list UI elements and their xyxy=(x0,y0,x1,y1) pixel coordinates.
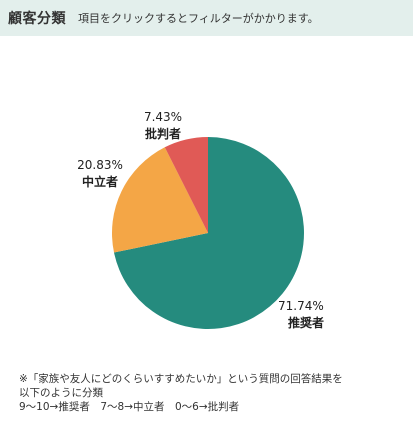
filter-header[interactable]: 顧客分類 項目をクリックするとフィルターがかかります。 xyxy=(0,0,413,36)
pie-labels: 71.74% 推奨者 20.83% 中立者 7.43% 批判者 xyxy=(77,110,324,330)
pie-slice-detractor[interactable] xyxy=(164,137,208,233)
pie-category-label: 推奨者 xyxy=(288,315,324,330)
filter-hint: 項目をクリックするとフィルターがかかります。 xyxy=(78,12,319,25)
pie-value-label: 71.74% xyxy=(278,299,324,313)
footnote-line: 以下のように分類 xyxy=(19,387,103,399)
pie-slice-promoter[interactable] xyxy=(114,137,304,330)
pie-chart: 71.74% 推奨者 20.83% 中立者 7.43% 批判者 xyxy=(0,36,413,366)
pie-category-label: 批判者 xyxy=(145,126,181,141)
pie-value-label: 7.43% xyxy=(144,110,182,124)
pie-slice-neutral[interactable] xyxy=(111,147,208,253)
footnote: ※「家族や友人にどのくらいすすめたいか」という質問の回答結果を 以下のように分類… xyxy=(19,372,409,414)
pie-category-label: 中立者 xyxy=(82,174,118,189)
footnote-line: ※「家族や友人にどのくらいすすめたいか」という質問の回答結果を xyxy=(19,373,343,385)
pie-chart-svg: 71.74% 推奨者 20.83% 中立者 7.43% 批判者 xyxy=(77,110,324,330)
footnote-line: 9～10→推奨者 7～8→中立者 0～6→批判者 xyxy=(19,401,240,413)
pie-slices xyxy=(111,137,304,330)
chart-title: 顧客分類 xyxy=(8,11,66,27)
pie-value-label: 20.83% xyxy=(77,158,123,172)
